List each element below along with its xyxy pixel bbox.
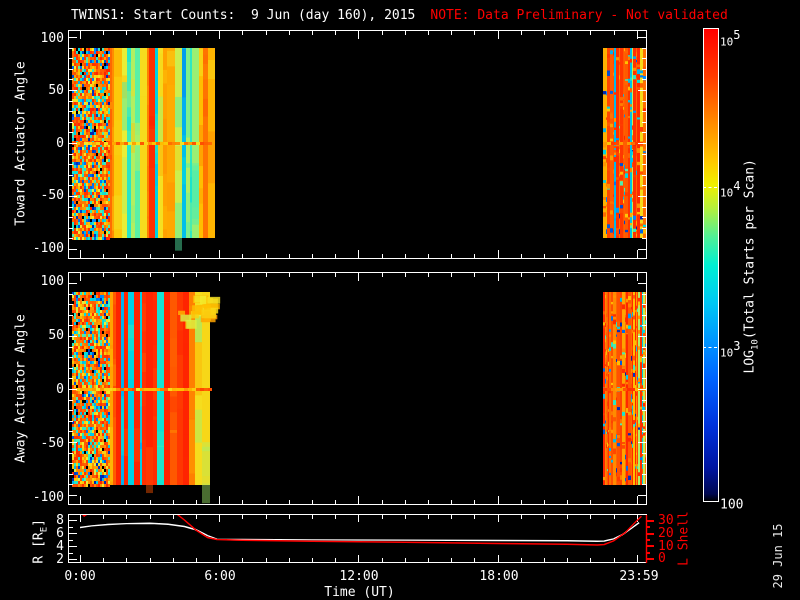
toward-axis-title: Toward Actuator Angle [13,61,29,226]
away-ytick-0: 0 [56,382,64,397]
cbar-label-1e3: 103 [720,339,741,360]
xtick-1800: 18:00 [479,569,519,584]
toward-ytick-50: 50 [48,83,64,98]
r-ytick-8: 8 [56,513,64,528]
colorbar-tick-1e4 [703,187,717,188]
r-ytick-6: 6 [56,526,64,541]
r-axis-title: R [RE] [31,519,50,564]
r-ytick-2: 2 [56,552,64,567]
away-ytick-m50: -50 [40,436,64,451]
xtick-2359: 23:59 [619,569,659,584]
toward-ytick-0: 0 [56,136,64,151]
away-ytick-m100: -100 [32,490,64,505]
plot-datestamp: 29 Jun 15 [771,523,785,589]
away-spectrogram-canvas [68,272,647,505]
toward-spectrogram-canvas [68,30,647,259]
colorbar-tick-1e3 [703,347,717,348]
colorbar-axis-title: LOG10(Total Starts per Scan) [742,159,761,374]
r-ytick-4: 4 [56,539,64,554]
cbar-label-1e5: 105 [720,28,741,49]
plot-title-note: NOTE: Data Preliminary - Not validated [430,8,728,23]
plot-title: TWINS1: Start Counts: 9 Jun (day 160), 2… [71,8,728,23]
l-ytick-20: 20 [658,526,674,541]
away-ytick-50: 50 [48,328,64,343]
l-ytick-10: 10 [658,539,674,554]
cbar-label-100: 100 [720,497,744,513]
xtick-0600: 6:00 [204,569,236,584]
plot-title-main: TWINS1: Start Counts: 9 Jun (day 160), 2… [71,8,416,23]
away-axis-title: Away Actuator Angle [13,314,29,463]
toward-ytick-m100: -100 [32,241,64,256]
xtick-1200: 12:00 [339,569,379,584]
colorbar [703,28,719,502]
cbar-label-1e4: 104 [720,179,741,200]
xaxis-title: Time (UT) [324,585,395,600]
toward-ytick-100: 100 [40,31,64,46]
xtick-0000: 0:00 [64,569,96,584]
r-lshell-line-chart-canvas [68,514,660,565]
away-ytick-100: 100 [40,274,64,289]
l-ytick-30: 30 [658,513,674,528]
l-ytick-0: 0 [658,551,666,566]
lshell-axis-title: L Shell [676,511,692,566]
toward-ytick-m50: -50 [40,188,64,203]
